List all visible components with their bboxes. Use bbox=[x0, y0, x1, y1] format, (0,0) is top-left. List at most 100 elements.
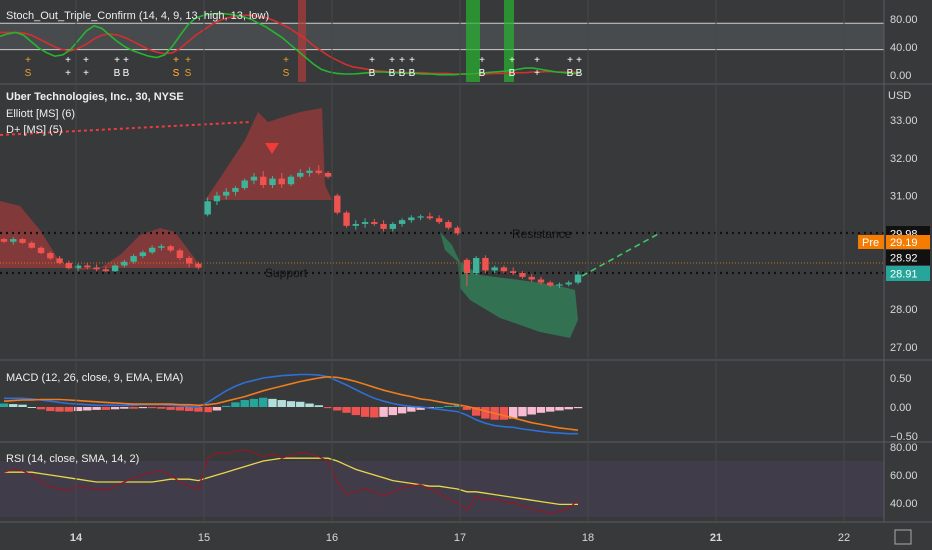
macd-histogram-bar bbox=[36, 407, 46, 410]
macd-histogram-bar bbox=[416, 407, 425, 410]
rsi-line bbox=[3, 449, 579, 514]
macd-histogram-bar bbox=[73, 407, 83, 412]
stoch-signal-mark: + bbox=[576, 55, 582, 66]
time-tick-label: 15 bbox=[198, 532, 210, 544]
price-box-label: 28.91 bbox=[890, 269, 918, 281]
candle-body bbox=[37, 247, 45, 254]
macd-histogram-bar bbox=[323, 407, 333, 409]
macd-histogram-bar bbox=[564, 407, 573, 410]
candle-body bbox=[213, 195, 221, 202]
candle-body bbox=[56, 258, 63, 263]
macd-histogram-bar bbox=[110, 407, 120, 410]
candle-body bbox=[158, 246, 165, 248]
rsi-tick-label: 40.00 bbox=[890, 498, 918, 510]
price-pane[interactable] bbox=[0, 108, 884, 338]
candle-body bbox=[28, 242, 35, 248]
time-axis[interactable]: 14 15 16 17 18 21 22 bbox=[0, 523, 932, 550]
stoch-signal-mark: + bbox=[479, 55, 485, 66]
macd-histogram-bar bbox=[453, 405, 462, 407]
macd-histogram-bar bbox=[83, 407, 92, 411]
macd-histogram-bar bbox=[231, 402, 240, 407]
stoch-signal-label: S bbox=[173, 68, 180, 79]
candle-body bbox=[84, 265, 91, 268]
candle-body bbox=[297, 172, 304, 177]
pre-price-label: 29.19 bbox=[890, 237, 918, 249]
candle-body bbox=[278, 178, 285, 185]
candle-body bbox=[398, 220, 406, 224]
stoch-pane[interactable]: +S+S+++++B+B+S+S+S+B+B+B+B+B+B+++B+B bbox=[0, 0, 884, 82]
macd-histogram-bar bbox=[175, 407, 185, 411]
dplus-indicator-label: D+ [MS] (5) bbox=[6, 124, 63, 136]
macd-histogram-bar bbox=[314, 405, 323, 407]
candle-body bbox=[417, 216, 424, 218]
candle-body bbox=[250, 176, 258, 181]
macd-histogram-bar bbox=[407, 407, 416, 412]
stoch-signal-mark: + bbox=[173, 55, 179, 66]
macd-histogram-bar bbox=[286, 401, 296, 407]
time-tick-label: 22 bbox=[838, 532, 850, 544]
right-price-axis[interactable]: 80.0040.000.0033.0032.0031.0030.0029.002… bbox=[0, 0, 932, 523]
macd-histogram-bar bbox=[481, 407, 490, 419]
time-tick-label: 14 bbox=[70, 532, 83, 544]
macd-histogram-bar bbox=[499, 407, 509, 420]
macd-histogram-bar bbox=[360, 407, 370, 417]
stoch-d-line bbox=[0, 14, 581, 75]
macd-histogram-bar bbox=[203, 407, 212, 413]
candle-body bbox=[102, 269, 110, 272]
currency-label: USD bbox=[888, 90, 911, 102]
candle-body bbox=[556, 284, 563, 286]
rsi-pane[interactable] bbox=[0, 449, 884, 517]
macd-histogram-bar bbox=[46, 407, 55, 412]
stoch-k-line bbox=[0, 12, 580, 76]
candle-body bbox=[463, 259, 471, 274]
candle-body bbox=[361, 222, 369, 224]
candle-body bbox=[334, 195, 341, 213]
rsi-band bbox=[0, 461, 884, 517]
macd-histogram-bar bbox=[518, 407, 527, 417]
macd-histogram-bar bbox=[101, 407, 111, 410]
stoch-signal-mark: + bbox=[185, 55, 191, 66]
price-tick-label: 33.00 bbox=[890, 115, 918, 127]
candle-body bbox=[352, 223, 360, 226]
candle-body bbox=[435, 218, 443, 223]
price-tick-label: 32.00 bbox=[890, 153, 918, 165]
stoch-signal-label: B bbox=[409, 68, 416, 79]
candle-body bbox=[111, 265, 119, 272]
pre-badge-label: Pre bbox=[862, 237, 879, 249]
price-box-label: 28.92 bbox=[890, 253, 918, 265]
stoch-tick-label: 40.00 bbox=[890, 42, 918, 54]
macd-tick-label: 0.00 bbox=[890, 402, 911, 414]
candle-body bbox=[315, 170, 322, 173]
macd-histogram-bar bbox=[555, 407, 564, 411]
stoch-signal-label: B bbox=[123, 68, 130, 79]
candle-body bbox=[519, 273, 526, 277]
candle-body bbox=[241, 180, 248, 189]
candle-body bbox=[491, 267, 498, 271]
macd-histogram-bar bbox=[212, 407, 222, 411]
candle-body bbox=[130, 256, 137, 262]
stoch-highlight bbox=[466, 0, 480, 82]
stoch-signal-label: B bbox=[567, 68, 574, 79]
candle-body bbox=[408, 217, 415, 221]
macd-pane[interactable] bbox=[0, 373, 583, 435]
candle-body bbox=[389, 223, 397, 229]
macd-histogram-bar bbox=[546, 407, 555, 412]
candle-body bbox=[547, 282, 554, 286]
candle-body bbox=[509, 271, 517, 274]
macd-histogram-bar bbox=[471, 407, 481, 416]
stoch-signal-mark: + bbox=[25, 55, 31, 66]
macd-histogram-bar bbox=[92, 407, 101, 410]
candle-body bbox=[139, 252, 147, 257]
candle-body bbox=[287, 176, 295, 185]
time-tick-label: 18 bbox=[582, 532, 594, 544]
macd-histogram-bar bbox=[444, 405, 453, 407]
macd-histogram-bar bbox=[379, 407, 388, 417]
candle-body bbox=[306, 170, 313, 173]
macd-histogram-bar bbox=[184, 407, 194, 412]
stoch-signal-label: S bbox=[283, 68, 290, 79]
symbol-title: Uber Technologies, Inc., 30, NYSE bbox=[6, 91, 184, 103]
macd-signal-line bbox=[3, 375, 579, 431]
candle-body bbox=[232, 188, 239, 192]
candle-body bbox=[269, 178, 276, 186]
macd-title: MACD (12, 26, close, 9, EMA, EMA) bbox=[6, 372, 183, 384]
